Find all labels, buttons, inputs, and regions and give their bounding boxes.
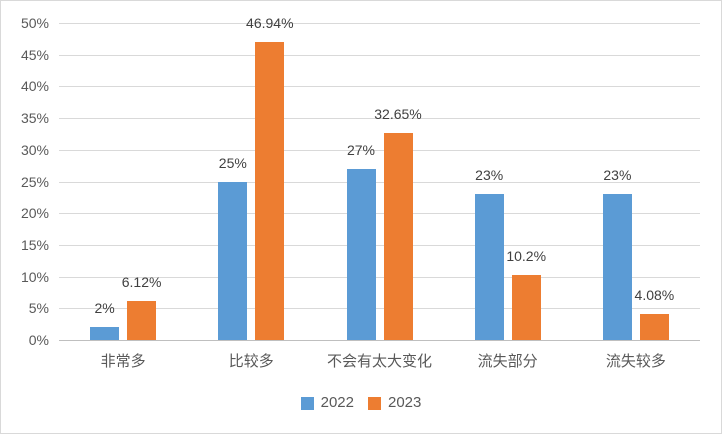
gridline [59, 244, 700, 246]
legend-item-2023: 2023 [368, 394, 421, 412]
category-label-4: 流失较多 [605, 353, 666, 370]
data-label-2022-3: 23% [475, 167, 504, 184]
bar-2022-3 [474, 194, 504, 340]
bar-2023-4 [639, 314, 669, 340]
category-label-1: 比较多 [228, 353, 274, 370]
data-label-2022-1: 25% [218, 154, 247, 171]
gridline [59, 86, 700, 88]
gridline [59, 149, 700, 151]
data-label-2022-4: 23% [603, 167, 632, 184]
bar-2023-1 [255, 42, 285, 340]
bar-2022-4 [602, 194, 632, 340]
gridline [59, 118, 700, 120]
gridline [59, 276, 700, 278]
data-label-2022-2: 27% [346, 141, 376, 158]
y-axis-tick-label: 0% [28, 332, 49, 348]
gridline [59, 23, 700, 24]
y-axis-tick-label: 35% [20, 110, 49, 127]
y-axis-tick-label: 5% [28, 300, 49, 317]
data-label-2023-1: 46.94% [246, 15, 294, 32]
y-axis-tick-label: 50% [20, 15, 49, 31]
gridline [59, 54, 700, 56]
category-label-3: 流失部分 [477, 353, 538, 370]
bar-2023-2 [383, 133, 413, 340]
category-label-0: 非常多 [100, 353, 146, 370]
legend-swatch-2022 [300, 396, 314, 410]
data-label-2022-0: 2% [94, 300, 115, 317]
y-axis-tick-label: 30% [20, 141, 49, 158]
data-label-2023-0: 6.12% [121, 274, 162, 291]
bar-2023-3 [511, 275, 541, 340]
bar-2022-1 [218, 181, 248, 340]
legend: 2022 2023 [1, 394, 721, 412]
legend-label: 2022 [320, 394, 354, 411]
y-axis-tick-label: 45% [20, 46, 49, 63]
y-axis-tick-label: 20% [20, 205, 49, 222]
category-label-2: 不会有太大变化 [326, 353, 432, 370]
x-axis-line [59, 340, 700, 341]
legend-label: 2023 [388, 394, 422, 411]
y-axis-tick-label: 25% [20, 173, 49, 190]
legend-item-2022: 2022 [300, 394, 354, 412]
y-axis-tick-label: 10% [20, 268, 49, 285]
legend-swatch-2023 [368, 396, 381, 410]
gridline [59, 181, 700, 183]
gridline [59, 308, 700, 310]
y-axis-tick-label: 40% [20, 78, 49, 95]
gridline [59, 213, 700, 215]
data-label-2023-4: 4.08% [634, 287, 675, 304]
bar-2022-2 [346, 168, 376, 340]
bar-2023-0 [127, 301, 157, 340]
bar-2022-0 [90, 327, 120, 340]
data-label-2023-2: 32.65% [374, 106, 422, 122]
data-label-2023-3: 10.2% [506, 248, 547, 265]
y-axis-tick-label: 15% [20, 236, 49, 253]
